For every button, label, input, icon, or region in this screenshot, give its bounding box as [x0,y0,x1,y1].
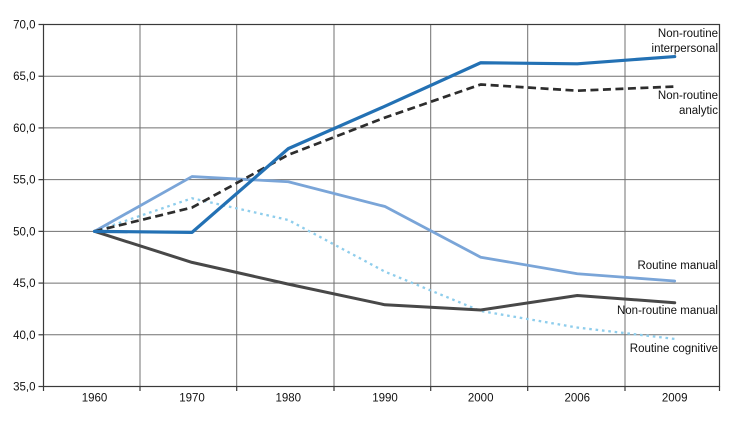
series-label-line: analytic [679,105,718,117]
y-tick-label: 40,0 [13,330,35,342]
series-label-line: Routine manual [637,260,718,272]
y-tick-label: 65,0 [13,71,35,83]
series-label-line: Routine cognitive [629,343,718,355]
y-tick-label: 45,0 [13,278,35,290]
series-line-routine-manual [93,175,677,283]
series-label-non-routine-analytic: Non-routine analytic [658,89,718,119]
series-line-non-routine-manual [93,229,677,312]
series-label-non-routine-manual: Non-routine manual [617,304,718,319]
x-tick-label: 2009 [662,393,688,405]
x-tick-label: 2006 [565,393,591,405]
series-line-routine-cognitive [94,197,675,341]
series-line-non-routine-interpersonal [92,54,677,234]
y-tick-label: 50,0 [13,226,35,238]
x-tick-label: 1990 [372,393,398,405]
series-label-routine-manual: Routine manual [637,259,718,274]
series-label-non-routine-interpersonal: Non-routine interpersonal [652,27,718,57]
x-tick-label: 2000 [468,393,494,405]
plot-border [42,23,721,388]
series-label-line: interpersonal [651,43,718,55]
y-tick-label: 60,0 [13,123,35,135]
x-tick-label: 1960 [82,393,108,405]
series-label-line: Non-routine [657,28,718,40]
series-line-non-routine-analytic [94,83,675,233]
series-label-routine-cognitive: Routine cognitive [630,342,718,357]
x-tick-label: 1980 [276,393,302,405]
y-tick-label: 35,0 [13,382,35,394]
y-tick-label: 70,0 [13,20,35,32]
x-tick-label: 1970 [179,393,205,405]
series-label-line: Non-routine manual [616,305,718,317]
y-tick-label: 55,0 [13,175,35,187]
series-label-line: Non-routine [657,90,718,102]
